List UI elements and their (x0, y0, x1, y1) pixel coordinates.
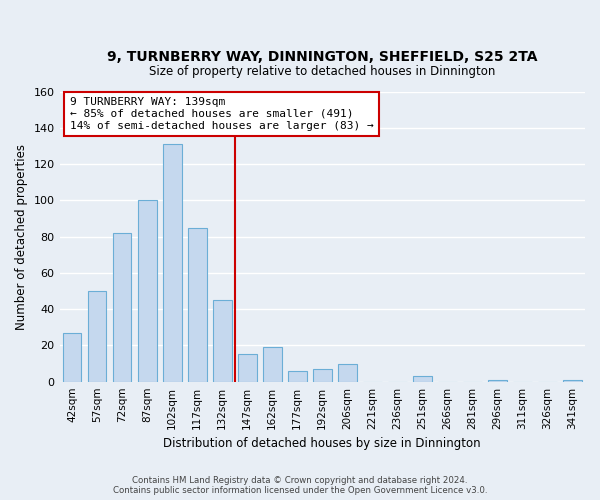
Bar (488, 380, 507, 382)
Bar (88, 291, 106, 382)
Text: 9 TURNBERRY WAY: 139sqm
← 85% of detached houses are smaller (491)
14% of semi-d: 9 TURNBERRY WAY: 139sqm ← 85% of detache… (70, 98, 374, 130)
Bar (263, 347, 281, 382)
Bar (113, 233, 131, 382)
Bar (413, 376, 432, 382)
Y-axis label: Number of detached properties: Number of detached properties (15, 144, 28, 330)
Title: 9, TURNBERRY WAY, DINNINGTON, SHEFFIELD, S25 2TA: 9, TURNBERRY WAY, DINNINGTON, SHEFFIELD,… (107, 50, 538, 64)
Bar (563, 380, 582, 382)
X-axis label: Distribution of detached houses by size in Dinnington: Distribution of detached houses by size … (163, 437, 481, 450)
Text: Size of property relative to detached houses in Dinnington: Size of property relative to detached ho… (149, 66, 496, 78)
Bar (313, 369, 332, 382)
Bar (213, 300, 232, 382)
Bar (138, 200, 157, 382)
Bar (62, 332, 82, 382)
Text: Contains HM Land Registry data © Crown copyright and database right 2024.
Contai: Contains HM Land Registry data © Crown c… (113, 476, 487, 495)
Bar (163, 144, 182, 382)
Bar (288, 371, 307, 382)
Bar (338, 364, 356, 382)
Bar (238, 354, 257, 382)
Bar (188, 228, 206, 382)
